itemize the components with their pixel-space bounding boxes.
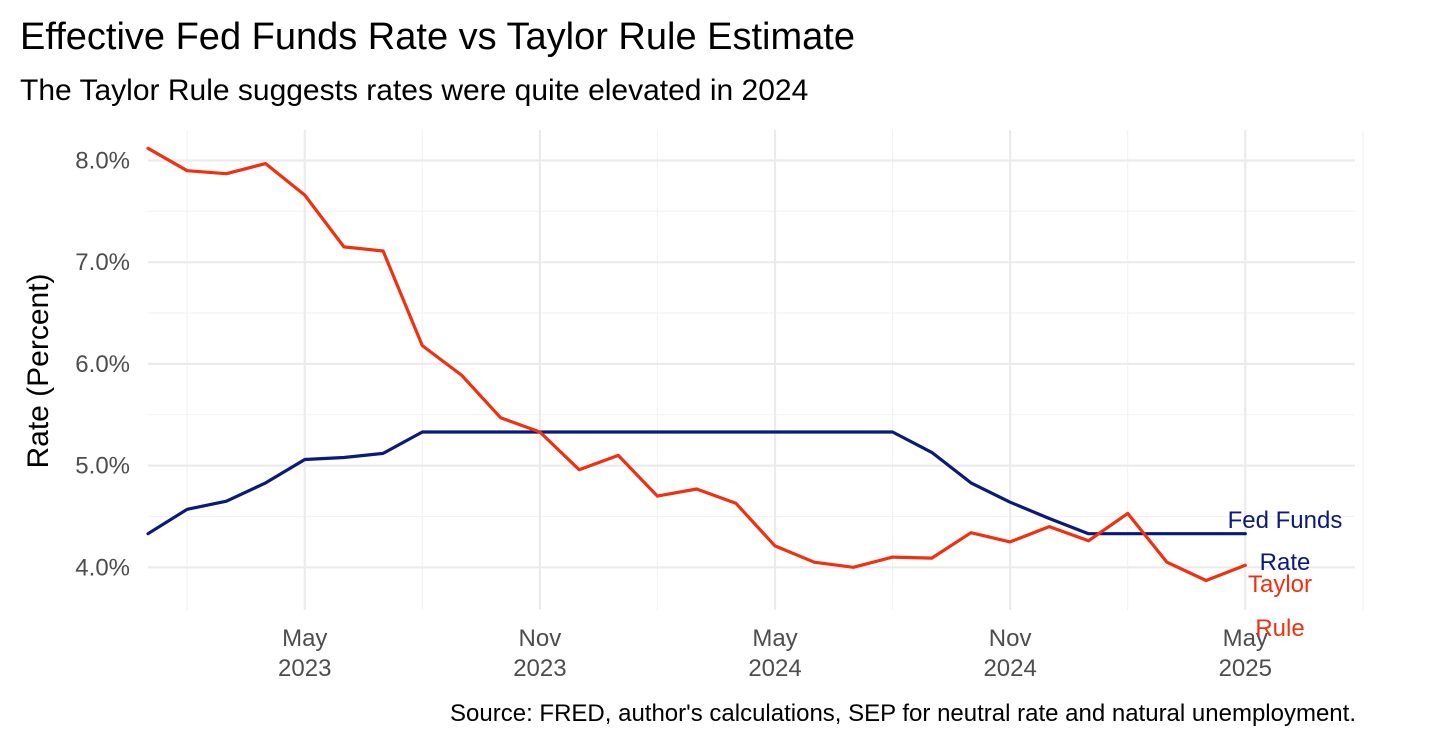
y-tick-label: 4.0% bbox=[75, 554, 130, 581]
fed-funds-rate-line bbox=[146, 430, 1247, 536]
x-tick-label-year: 2024 bbox=[983, 655, 1036, 682]
x-axis-ticks: May 2023 Nov 2023 May 2024 Nov 2024 May 2025 bbox=[278, 625, 1272, 682]
gridlines bbox=[148, 130, 1364, 610]
chart-subtitle: The Taylor Rule suggests rates were quit… bbox=[20, 74, 809, 107]
x-tick-label: May bbox=[1223, 625, 1268, 652]
taylor-rule-label-line1: Taylor bbox=[1248, 571, 1312, 598]
taylor-rule-label-line2: Rule bbox=[1255, 615, 1304, 642]
taylor-rule-line bbox=[146, 146, 1247, 583]
chart-caption: Source: FRED, author's calculations, SEP… bbox=[450, 700, 1356, 727]
y-tick-label: 8.0% bbox=[75, 148, 130, 175]
x-tick-label-year: 2024 bbox=[748, 655, 801, 682]
y-tick-label: 7.0% bbox=[75, 249, 130, 276]
y-axis-title: Rate (Percent) bbox=[22, 273, 55, 468]
y-tick-label: 6.0% bbox=[75, 351, 130, 378]
x-tick-label: May bbox=[752, 625, 797, 652]
x-tick-label: May bbox=[282, 625, 327, 652]
x-tick-label-year: 2023 bbox=[513, 655, 566, 682]
x-tick-label: Nov bbox=[989, 625, 1032, 652]
series-lines bbox=[146, 146, 1247, 583]
chart-title: Effective Fed Funds Rate vs Taylor Rule … bbox=[20, 16, 855, 58]
fed-funds-label-line2: Rate bbox=[1260, 549, 1311, 576]
x-tick-label: Nov bbox=[519, 625, 562, 652]
fed-funds-label-line1: Fed Funds bbox=[1228, 507, 1343, 534]
y-tick-label: 5.0% bbox=[75, 453, 130, 480]
y-axis-ticks: 4.0% 5.0% 6.0% 7.0% 8.0% bbox=[75, 148, 130, 582]
x-tick-label-year: 2023 bbox=[278, 655, 331, 682]
x-tick-label-year: 2025 bbox=[1219, 655, 1272, 682]
